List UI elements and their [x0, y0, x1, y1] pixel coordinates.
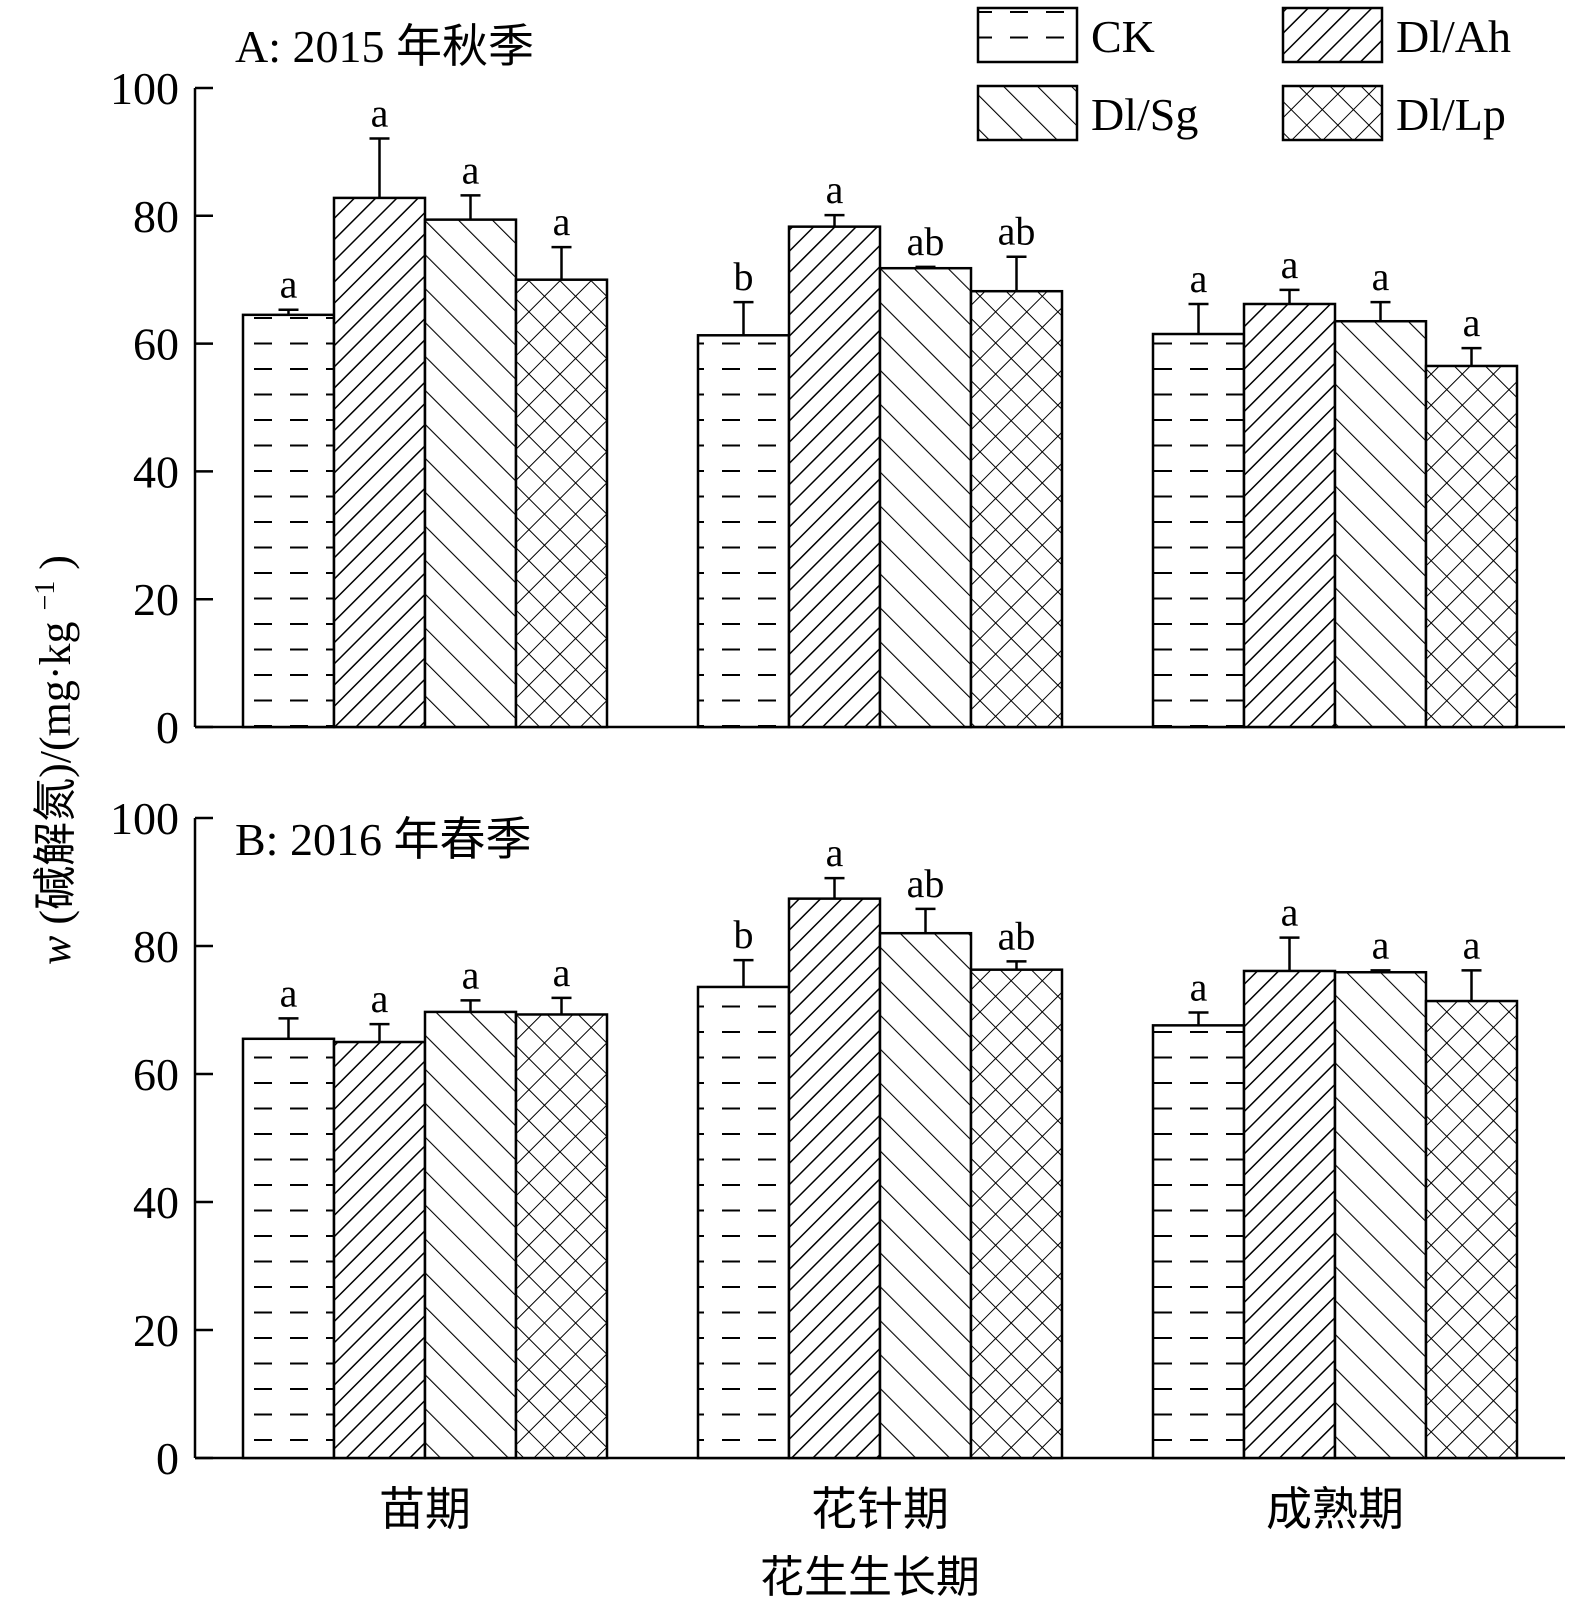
bar-dl-sg	[423, 218, 518, 729]
y-tick-label: 80	[133, 191, 179, 242]
y-axis-closing: )	[31, 555, 80, 570]
bar-dl-ah	[332, 196, 427, 729]
legend-label: Dl/Ah	[1396, 11, 1511, 62]
x-category-label: 花针期	[811, 1484, 949, 1535]
bar-dl-ah	[1242, 969, 1337, 1460]
significance-label: a	[371, 90, 389, 135]
significance-label: a	[1190, 256, 1208, 301]
significance-label: a	[1372, 922, 1390, 967]
legend-label: Dl/Lp	[1396, 89, 1506, 140]
x-axis-title: 花生生长期	[760, 1553, 980, 1602]
y-tick-label: 80	[133, 921, 179, 972]
bar-dl-lp	[1424, 364, 1519, 729]
y-tick-label: 100	[110, 793, 179, 844]
bar-dl-lp	[514, 1013, 609, 1460]
y-axis-exponent: −1	[30, 581, 61, 611]
y-axis-quantity: (碱解氮)/(mg·kg	[31, 622, 80, 925]
y-tick-label: 20	[133, 1305, 179, 1356]
y-tick-label: 0	[156, 1433, 179, 1484]
y-tick-label: 60	[133, 1049, 179, 1100]
bar-dl-sg	[878, 931, 973, 1460]
x-category-label: 成熟期	[1266, 1484, 1404, 1535]
legend: CK Dl/Ah Dl/Sg Dl/Lp	[976, 6, 1511, 142]
y-tick-label: 100	[110, 63, 179, 114]
significance-label: a	[826, 830, 844, 875]
significance-label: a	[553, 950, 571, 995]
y-tick-label: 60	[133, 319, 179, 370]
y-axis-symbol: w	[31, 935, 80, 965]
significance-label: a	[462, 147, 480, 192]
significance-label: a	[1281, 242, 1299, 287]
y-tick-label: 20	[133, 574, 179, 625]
significance-label: a	[280, 262, 298, 307]
legend-swatch-dl-ah	[1281, 6, 1384, 64]
panel-b: 020406080100 B: 2016 年春季abaaaaaabaaab a苗期花…	[110, 793, 1565, 1535]
significance-label: ab	[998, 913, 1036, 958]
bar-ck	[696, 334, 791, 729]
significance-label: a	[1463, 300, 1481, 345]
y-axis-title: w (碱解氮)/(mg·kg −1 )	[15, 555, 80, 965]
bar-dl-lp	[969, 968, 1064, 1460]
legend-label: CK	[1091, 11, 1155, 62]
panel-title: A: 2015 年秋季	[235, 21, 534, 72]
bar-dl-lp	[1424, 999, 1519, 1460]
bar-dl-sg	[423, 1010, 518, 1460]
significance-label: ab	[907, 219, 945, 264]
bar-dl-ah	[1242, 302, 1337, 729]
significance-label: a	[280, 970, 298, 1015]
bar-dl-sg	[1333, 970, 1428, 1460]
bar-dl-ah	[787, 897, 882, 1460]
significance-label: a	[371, 976, 389, 1021]
significance-label: b	[734, 912, 754, 957]
bar-ck	[696, 985, 791, 1460]
legend-swatch-dl-lp	[1281, 84, 1384, 142]
y-tick-label: 40	[133, 1177, 179, 1228]
bar-ck	[241, 1037, 336, 1460]
legend-swatch-dl-sg	[976, 84, 1079, 142]
y-tick-label: 40	[133, 446, 179, 497]
bar-ck	[241, 313, 336, 729]
bar-ck	[1151, 1024, 1246, 1460]
panel-title: B: 2016 年春季	[235, 814, 531, 865]
significance-label: a	[826, 167, 844, 212]
legend-swatch-ck	[976, 6, 1079, 64]
bar-dl-lp	[969, 289, 1064, 729]
significance-label: a	[1372, 254, 1390, 299]
bar-dl-sg	[1333, 319, 1428, 729]
bar-dl-sg	[878, 266, 973, 729]
significance-label: b	[734, 254, 754, 299]
significance-label: a	[1190, 965, 1208, 1010]
x-category-label: 苗期	[379, 1484, 471, 1535]
significance-label: ab	[907, 861, 945, 906]
significance-label: a	[553, 199, 571, 244]
bar-ck	[1151, 332, 1246, 729]
legend-label: Dl/Sg	[1091, 89, 1198, 140]
significance-label: ab	[998, 209, 1036, 254]
bar-dl-lp	[514, 278, 609, 729]
bar-dl-ah	[787, 225, 882, 729]
significance-label: a	[462, 952, 480, 997]
y-tick-label: 0	[156, 702, 179, 753]
significance-label: a	[1281, 890, 1299, 935]
significance-label: a	[1463, 922, 1481, 967]
bar-dl-ah	[332, 1040, 427, 1460]
